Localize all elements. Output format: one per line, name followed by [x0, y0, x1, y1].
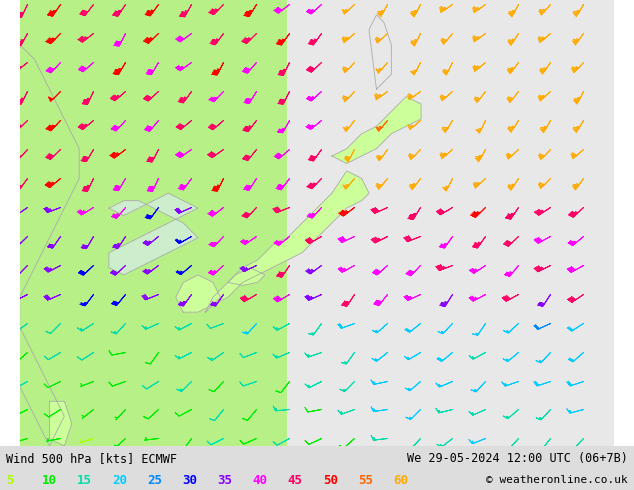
Text: 15: 15 — [77, 474, 92, 487]
Text: 55: 55 — [358, 474, 373, 487]
Polygon shape — [332, 97, 421, 164]
Text: 40: 40 — [252, 474, 268, 487]
Text: 35: 35 — [217, 474, 232, 487]
Text: 30: 30 — [182, 474, 197, 487]
Text: 10: 10 — [41, 474, 56, 487]
Polygon shape — [205, 171, 369, 312]
Polygon shape — [228, 268, 265, 285]
Text: Wind 500 hPa [kts] ECMWF: Wind 500 hPa [kts] ECMWF — [6, 452, 178, 465]
Text: © weatheronline.co.uk: © weatheronline.co.uk — [486, 475, 628, 485]
Text: 5: 5 — [6, 474, 14, 487]
Polygon shape — [109, 193, 198, 275]
Bar — [20, 0, 287, 446]
Text: 50: 50 — [323, 474, 338, 487]
Bar — [287, 0, 614, 446]
Text: 45: 45 — [288, 474, 302, 487]
Polygon shape — [176, 275, 221, 312]
Text: 60: 60 — [393, 474, 408, 487]
Text: We 29-05-2024 12:00 UTC (06+7B): We 29-05-2024 12:00 UTC (06+7B) — [407, 452, 628, 465]
Text: 20: 20 — [112, 474, 127, 487]
Text: 25: 25 — [147, 474, 162, 487]
Polygon shape — [49, 401, 72, 446]
